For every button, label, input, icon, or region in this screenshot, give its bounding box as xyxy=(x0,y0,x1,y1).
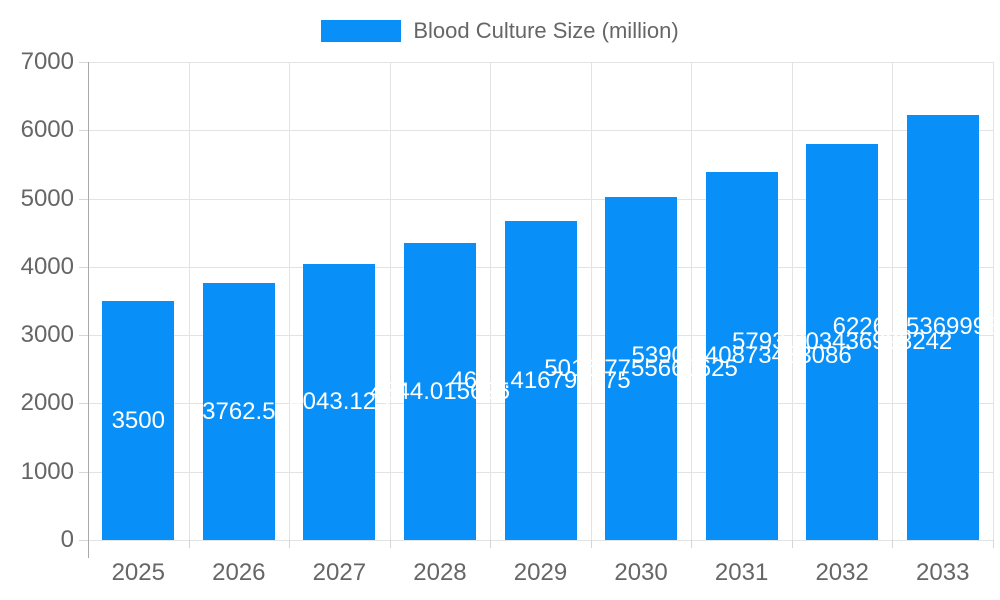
x-tick xyxy=(590,540,592,548)
bar-2028[interactable] xyxy=(403,243,476,540)
x-gridline xyxy=(691,62,693,540)
x-tick xyxy=(188,540,190,548)
y-axis-tick-label: 6000 xyxy=(20,116,74,144)
y-axis-tick-label: 3000 xyxy=(20,321,74,349)
y-axis-line xyxy=(88,62,89,558)
y-gridline xyxy=(88,540,993,541)
y-tick xyxy=(79,62,88,63)
bar-2031[interactable] xyxy=(705,171,778,540)
y-axis-tick-label: 4000 xyxy=(20,252,74,280)
x-axis-tick-label: 2028 xyxy=(413,559,467,586)
y-gridline xyxy=(88,62,993,63)
y-gridline xyxy=(88,198,993,200)
bar-2027[interactable] xyxy=(303,263,376,540)
x-gridline xyxy=(289,62,291,540)
x-tick xyxy=(490,540,492,548)
x-tick xyxy=(691,540,693,548)
x-tick xyxy=(892,540,894,548)
y-axis-tick-label: 5000 xyxy=(20,184,74,212)
bar-2032[interactable] xyxy=(806,144,879,540)
x-gridline xyxy=(389,62,391,540)
x-axis-tick-label: 2027 xyxy=(312,559,367,586)
x-gridline xyxy=(490,62,492,540)
y-gridline xyxy=(88,130,993,132)
x-tick xyxy=(791,540,793,548)
bar-2030[interactable] xyxy=(605,197,678,540)
bar-2026[interactable] xyxy=(202,283,275,540)
bar-2033[interactable] xyxy=(906,114,979,540)
x-gridline xyxy=(188,62,190,540)
x-axis-tick-label: 2033 xyxy=(916,559,970,586)
x-axis-tick-label: 2026 xyxy=(212,559,266,586)
x-axis-tick-label: 2031 xyxy=(714,559,769,586)
bar-2029[interactable] xyxy=(504,221,577,540)
y-tick xyxy=(79,130,88,132)
y-tick xyxy=(79,540,88,541)
y-tick xyxy=(79,198,88,200)
legend[interactable]: Blood Culture Size (million) xyxy=(0,16,1000,46)
x-tick xyxy=(993,540,994,548)
x-axis-tick-label: 2025 xyxy=(111,559,165,586)
y-axis-tick-label: 0 xyxy=(60,526,74,553)
y-axis-tick-label: 2000 xyxy=(20,389,74,417)
x-axis-tick-label: 2032 xyxy=(815,559,869,586)
x-gridline xyxy=(590,62,592,540)
x-tick xyxy=(289,540,291,548)
y-axis-tick-label: 1000 xyxy=(20,457,74,485)
y-tick xyxy=(79,471,88,473)
x-axis-tick-label: 2029 xyxy=(513,559,568,586)
x-gridline xyxy=(791,62,793,540)
y-tick xyxy=(79,403,88,405)
y-tick xyxy=(79,335,88,337)
x-gridline xyxy=(993,62,994,540)
legend-swatch xyxy=(321,20,402,42)
bar-2025[interactable] xyxy=(102,301,175,540)
y-tick xyxy=(79,266,88,268)
x-gridline xyxy=(892,62,894,540)
legend-label: Blood Culture Size (million) xyxy=(413,18,679,43)
x-tick xyxy=(389,540,391,548)
x-axis-tick-label: 2030 xyxy=(614,559,668,586)
y-axis-tick-label: 7000 xyxy=(20,48,74,75)
